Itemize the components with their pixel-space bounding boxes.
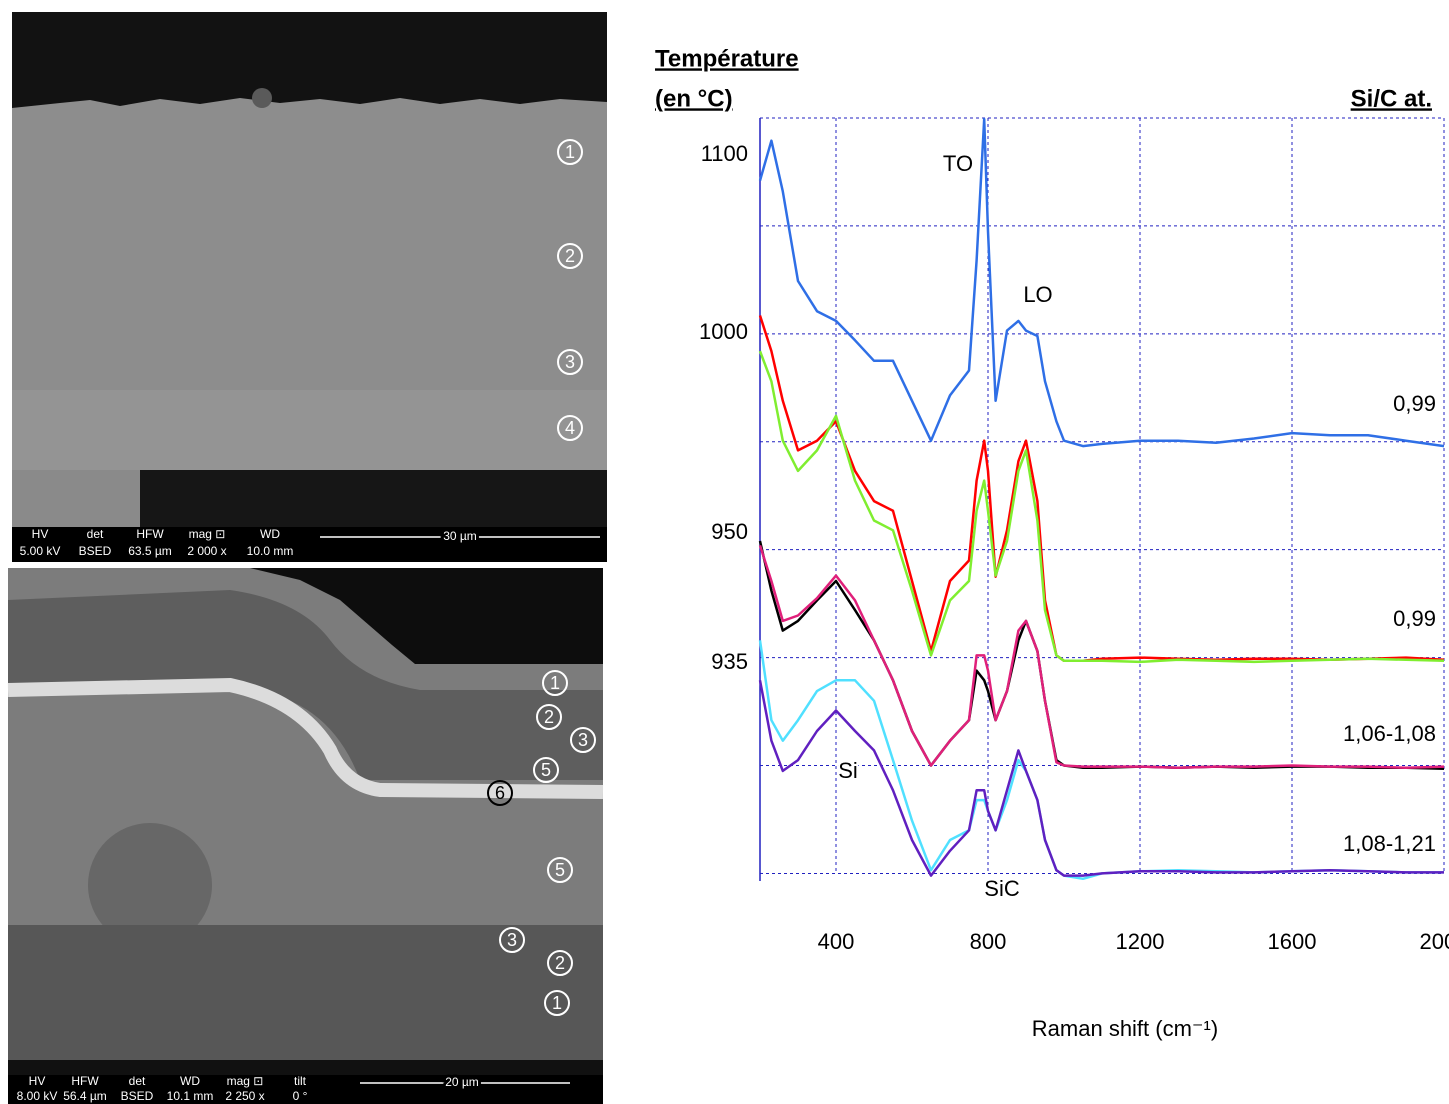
marker-ring [536, 704, 562, 730]
marker-ring [547, 950, 573, 976]
marker-label: 1 [550, 673, 560, 693]
marker-ring [542, 670, 568, 696]
info-value: 10.0 mm [247, 544, 294, 558]
marker-label: 5 [555, 860, 565, 880]
ratio-label: 1,08-1,21 [1343, 831, 1436, 856]
info-value: BSED [79, 544, 112, 558]
marker-label: 1 [565, 142, 575, 162]
info-header: mag ⊡ [227, 1074, 264, 1088]
info-value: 2 000 x [187, 544, 226, 558]
marker-label: 5 [541, 760, 551, 780]
marker-label: 3 [578, 730, 588, 750]
spectrum-line [758, 315, 1445, 663]
info-value: BSED [121, 1089, 154, 1103]
x-tick-label: 1600 [1268, 929, 1317, 954]
marker-label: 2 [565, 246, 575, 266]
info-value: 0 ° [293, 1089, 308, 1103]
info-header: WD [260, 527, 280, 541]
marker-ring [533, 757, 559, 783]
info-value: 8.00 kV [17, 1089, 58, 1103]
temperature-label: 950 [711, 519, 748, 544]
spectrum-line [758, 680, 1444, 877]
x-tick-label: 800 [970, 929, 1007, 954]
ratio-label: 0,99 [1393, 391, 1436, 416]
info-value: 56.4 µm [63, 1089, 107, 1103]
spectrum-line [758, 117, 1445, 448]
peak-annotation: TO [943, 151, 973, 176]
info-header: tilt [294, 1074, 307, 1088]
temperature-label: 1100 [701, 141, 748, 166]
spectrum-line [758, 640, 1444, 881]
marker-ring [557, 139, 583, 165]
info-value: 63.5 µm [128, 544, 172, 558]
peak-annotation: LO [1023, 282, 1052, 307]
temperature-header: Température [655, 45, 799, 72]
info-header: HFW [136, 527, 164, 541]
info-value: 5.00 kV [20, 544, 61, 558]
peak-annotation: SiC [984, 876, 1020, 901]
sem-image-bottom [7, 568, 604, 1104]
ratio-header: Si/C at. [1351, 85, 1432, 112]
marker-ring [487, 780, 513, 806]
marker-ring [557, 243, 583, 269]
sem-image-top [12, 12, 607, 562]
info-header: mag ⊡ [189, 527, 226, 541]
marker-ring [499, 927, 525, 953]
marker-ring [557, 415, 583, 441]
marker-ring [557, 349, 583, 375]
info-value: 2 250 x [225, 1089, 264, 1103]
spectrum-line [758, 545, 1445, 769]
info-header: det [129, 1074, 146, 1088]
marker-ring [547, 857, 573, 883]
info-header: HV [29, 1074, 46, 1088]
marker-label: 2 [544, 707, 554, 727]
marker-label: 6 [495, 783, 505, 803]
marker-label: 1 [552, 993, 562, 1013]
temperature-unit: (en °C) [655, 85, 733, 112]
temperature-label: 935 [711, 649, 748, 674]
info-header: det [87, 527, 104, 541]
marker-ring [544, 990, 570, 1016]
info-header: WD [180, 1074, 200, 1088]
x-axis-label: Raman shift (cm⁻¹) [1032, 1016, 1218, 1041]
info-header: HFW [71, 1074, 99, 1088]
scale-label: 30 µm [443, 529, 477, 543]
x-tick-label: 400 [818, 929, 855, 954]
marker-ring [570, 727, 596, 753]
info-header: HV [32, 527, 49, 541]
marker-label: 4 [565, 418, 575, 438]
info-value: 10.1 mm [167, 1089, 214, 1103]
x-tick-label: 1200 [1116, 929, 1165, 954]
marker-label: 3 [565, 352, 575, 372]
spectrum-line [758, 540, 1445, 771]
scale-label: 20 µm [445, 1075, 479, 1089]
peak-annotation: Si [838, 758, 858, 783]
marker-label: 2 [555, 953, 565, 973]
ratio-label: 1,06-1,08 [1343, 721, 1436, 746]
temperature-label: 1000 [699, 319, 748, 344]
spectrum-line [758, 350, 1445, 664]
ratio-label: 0,99 [1393, 606, 1436, 631]
marker-label: 3 [507, 930, 517, 950]
